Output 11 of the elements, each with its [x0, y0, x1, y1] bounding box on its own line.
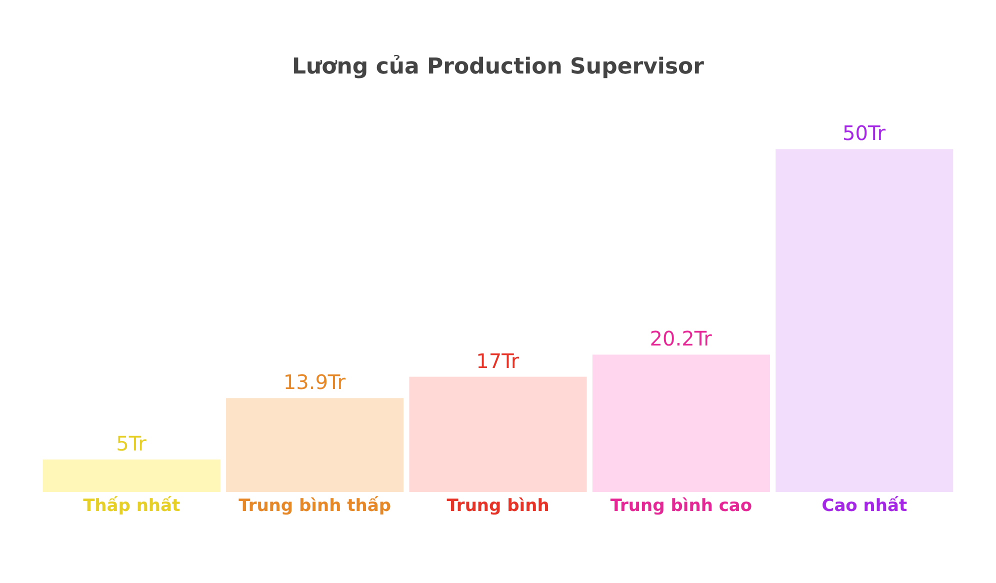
data-label: 20.2Tr — [650, 326, 713, 351]
x-tick-label: Cao nhất — [822, 496, 908, 516]
data-label: 50Tr — [842, 121, 886, 146]
x-tick-label: Trung bình cao — [610, 496, 752, 516]
x-tick-label: Thấp nhất — [83, 496, 180, 516]
data-label: 13.9Tr — [283, 370, 346, 394]
data-label: 17Tr — [476, 348, 520, 373]
chart-title: Lương của Production Supervisor — [292, 54, 704, 80]
x-tick-label: Trung bình — [446, 496, 550, 516]
data-label: 5Tr — [116, 432, 148, 456]
x-tick-label: Trung bình thấp — [238, 496, 392, 516]
